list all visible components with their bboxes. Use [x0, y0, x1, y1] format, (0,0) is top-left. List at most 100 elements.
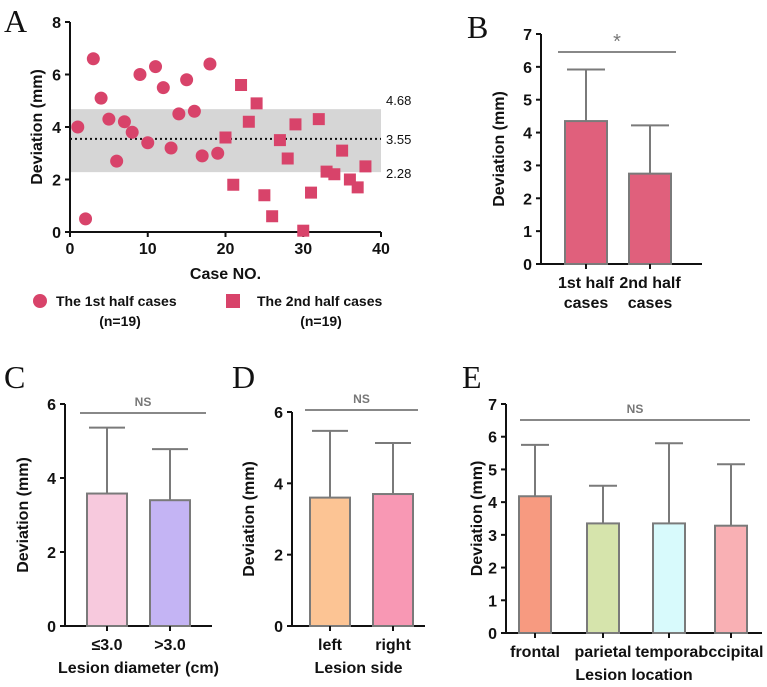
data-point-2nd-half: [336, 144, 349, 157]
x-tick-label: 20: [217, 241, 235, 258]
data-point-1st-half: [172, 107, 186, 121]
data-point-2nd-half: [235, 79, 248, 91]
legend-label: The 2nd half cases: [257, 293, 382, 309]
bar: [372, 493, 414, 627]
significance-label: NS: [627, 402, 644, 416]
data-point-1st-half: [86, 52, 100, 66]
bar: [714, 524, 748, 634]
x-tick-label: left: [318, 637, 343, 654]
x-tick-label: 1st half: [558, 275, 615, 292]
band-upper-label: 4.68: [386, 93, 411, 108]
data-point-2nd-half: [305, 186, 318, 199]
y-tick-label: 7: [523, 27, 532, 44]
x-tick-label: right: [375, 637, 411, 654]
x-tick-label: cases: [628, 295, 673, 312]
y-axis-title: Deviation (mm): [241, 461, 258, 577]
data-point-1st-half: [110, 154, 124, 168]
data-point-2nd-half: [258, 189, 271, 202]
bar: [652, 522, 686, 635]
x-axis-title: Lesion side: [314, 660, 402, 677]
bar: [309, 496, 351, 627]
bar: [86, 492, 128, 628]
y-tick-label: 4: [523, 126, 532, 143]
data-point-1st-half: [195, 149, 209, 163]
y-tick-label: 0: [47, 619, 56, 636]
data-point-2nd-half: [297, 224, 310, 237]
data-point-1st-half: [71, 120, 85, 134]
bar: [564, 120, 608, 265]
y-tick-label: 1: [523, 224, 532, 241]
x-tick-label: cases: [564, 295, 609, 312]
y-tick-label: 6: [274, 405, 283, 422]
data-point-1st-half: [117, 115, 131, 129]
x-axis-title: Case NO.: [190, 266, 261, 283]
data-point-1st-half: [141, 136, 155, 150]
bar-panel-d: 0 2 4 6 left right NS Lesion side Deviation (mm): [241, 392, 425, 677]
y-tick-label: 6: [47, 397, 56, 414]
x-tick-label: 30: [294, 241, 312, 258]
data-point-1st-half: [133, 68, 147, 81]
x-tick-label: 40: [372, 241, 390, 258]
data-point-1st-half: [149, 60, 163, 74]
y-tick-label: 8: [52, 15, 61, 32]
data-point-1st-half: [125, 125, 139, 139]
x-tick-label: temporal: [635, 644, 703, 661]
y-tick-label: 3: [523, 158, 532, 175]
y-tick-label: 5: [523, 93, 532, 110]
data-point-1st-half: [180, 73, 194, 87]
y-tick-label: 2: [488, 561, 497, 578]
data-point-1st-half: [211, 146, 225, 160]
bar-panel-b: 0 1 2 3 4 5 6 7 1st half cases 2nd half cases * Devia…: [491, 27, 702, 312]
data-point-1st-half: [203, 57, 217, 71]
y-axis-title: Deviation (mm): [15, 457, 32, 573]
x-axis-title: Lesion location: [575, 667, 692, 684]
panel-letter-b: B: [467, 9, 488, 45]
data-point-2nd-half: [281, 152, 294, 165]
y-axis-title: Deviation (mm): [469, 461, 486, 577]
data-point-1st-half: [102, 112, 116, 126]
x-tick-label: frontal: [510, 644, 560, 661]
data-point-1st-half: [187, 104, 201, 118]
y-tick-label: 2: [52, 173, 61, 190]
x-tick-label: occipital: [699, 644, 764, 661]
bar: [518, 495, 552, 634]
band-mean-label: 3.55: [386, 132, 411, 147]
legend-sublabel: (n=19): [300, 313, 342, 329]
band-lower-label: 2.28: [386, 166, 411, 181]
data-point-2nd-half: [273, 134, 286, 147]
bar-panel-e: 0 1 2 3 4 5 6 7 frontal parietal temporaloccipital…: [469, 397, 763, 684]
x-axis-title: Lesion diameter (cm): [58, 660, 219, 677]
panel-letter-d: D: [232, 359, 255, 395]
y-tick-label: 0: [488, 626, 497, 643]
y-tick-label: 6: [488, 430, 497, 447]
legend-sublabel: (n=19): [99, 313, 141, 329]
bar: [628, 172, 672, 265]
y-axis-title: Deviation (mm): [29, 69, 46, 185]
y-tick-label: 6: [52, 68, 61, 85]
scatter-panel-a: 4.68 3.55 2.28 0 2 4 6 8 0 10 20 30 40 Case NO. Deviat…: [29, 15, 411, 329]
data-point-2nd-half: [312, 113, 325, 126]
legend-marker-square: [226, 294, 240, 308]
x-tick-label: 2nd half: [619, 275, 681, 292]
bar: [586, 522, 620, 635]
data-point-2nd-half: [250, 97, 263, 110]
legend-marker-circle: [33, 294, 47, 308]
y-tick-label: 4: [274, 476, 283, 493]
significance-label: NS: [353, 392, 370, 406]
x-tick-label: 10: [139, 241, 157, 258]
y-tick-label: 1: [488, 593, 497, 610]
significance-label: *: [613, 31, 621, 53]
bar: [149, 499, 191, 628]
y-tick-label: 0: [52, 225, 61, 242]
y-tick-label: 4: [47, 471, 56, 488]
y-tick-label: 0: [274, 619, 283, 636]
y-tick-label: 3: [488, 528, 497, 545]
data-point-2nd-half: [219, 131, 232, 144]
x-tick-label: ≤3.0: [91, 637, 122, 654]
x-tick-label: 0: [66, 241, 75, 258]
significance-label: NS: [135, 395, 152, 409]
data-point-1st-half: [156, 81, 170, 95]
data-point-1st-half: [94, 91, 108, 105]
y-tick-label: 4: [488, 495, 497, 512]
